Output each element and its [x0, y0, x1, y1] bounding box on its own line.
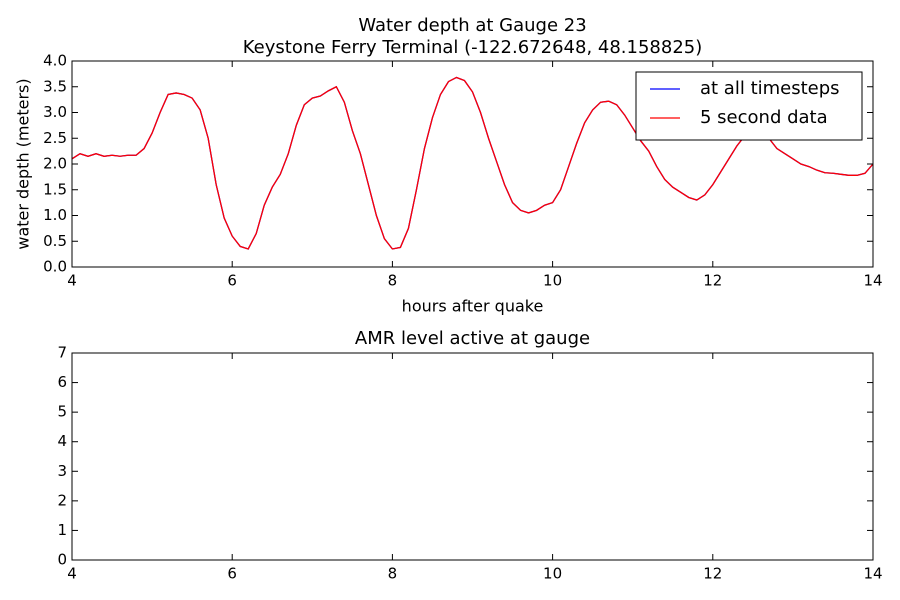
- x-axis-label: hours after quake: [402, 297, 544, 316]
- y-tick-label: 1.5: [43, 180, 67, 198]
- x-tick-label: 6: [227, 565, 237, 583]
- x-tick-label: 4: [67, 272, 77, 290]
- x-tick-label: 6: [227, 272, 237, 290]
- chart-subtitle: Keystone Ferry Terminal (-122.672648, 48…: [243, 37, 703, 58]
- y-tick-label: 3.5: [43, 77, 67, 95]
- x-tick-label: 12: [703, 272, 722, 290]
- x-tick-label: 10: [543, 565, 562, 583]
- y-tick-label: 2.5: [43, 129, 67, 147]
- y-tick-label: 2: [57, 491, 67, 509]
- y-tick-label: 0.0: [43, 258, 67, 276]
- legend-box: [635, 71, 863, 141]
- x-tick-label: 10: [543, 272, 562, 290]
- plot-area: [71, 76, 874, 250]
- x-tick-label: 12: [703, 565, 722, 583]
- chart-title: Water depth at Gauge 23: [358, 15, 586, 36]
- legend-label: 5 second data: [700, 107, 828, 128]
- y-tick-label: 5: [57, 403, 67, 421]
- y-tick-label: 6: [57, 373, 67, 391]
- y-tick-label: 1.0: [43, 206, 67, 224]
- y-tick-label: 3: [57, 462, 67, 480]
- x-tick-label: 14: [863, 272, 882, 290]
- x-tick-label: 8: [388, 272, 398, 290]
- y-tick-label: 4: [57, 432, 67, 450]
- y-tick-label: 7: [57, 344, 67, 362]
- y-tick-label: 3.0: [43, 103, 67, 121]
- x-tick-label: 8: [388, 565, 398, 583]
- y-tick-label: 1: [57, 521, 67, 539]
- axes-frame: [71, 352, 874, 561]
- legend-label: at all timesteps: [700, 78, 840, 99]
- y-axis-label: water depth (meters): [14, 78, 33, 249]
- y-tick-label: 2.0: [43, 155, 67, 173]
- y-tick-label: 4.0: [43, 52, 67, 70]
- x-tick-label: 4: [67, 565, 77, 583]
- data-line: [71, 76, 874, 250]
- x-tick-label: 14: [863, 565, 882, 583]
- y-tick-label: 0: [57, 551, 67, 569]
- chart-title: AMR level active at gauge: [355, 328, 590, 349]
- y-tick-label: 0.5: [43, 232, 67, 250]
- legend: at all timesteps 5 second data: [635, 71, 863, 141]
